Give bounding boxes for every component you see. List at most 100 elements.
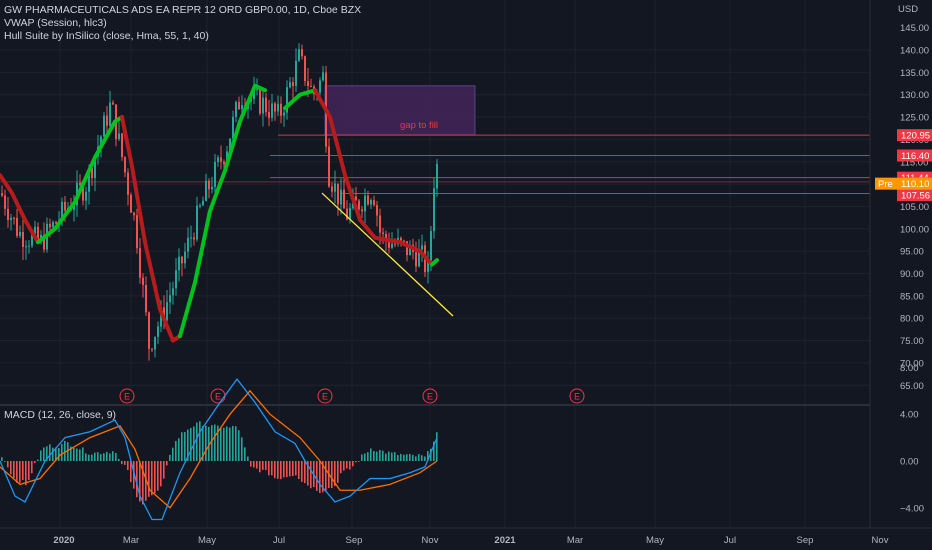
macd-bar xyxy=(352,461,354,467)
candle-body xyxy=(103,115,105,137)
hull-legend[interactable]: Hull Suite by InSilico (close, Hma, 55, … xyxy=(4,30,209,42)
candle-body xyxy=(229,138,231,152)
candle-body xyxy=(211,186,213,190)
vwap-legend[interactable]: VWAP (Session, hlc3) xyxy=(4,17,107,29)
macd-axis-labels: 8.004.000.00−4.00−8.00 xyxy=(900,363,924,514)
candle-body xyxy=(433,188,435,232)
hull-segment xyxy=(0,173,40,245)
price-axis-label: 140.00 xyxy=(900,46,929,57)
macd-bar xyxy=(253,461,255,468)
macd-bar xyxy=(400,453,402,461)
macd-bar xyxy=(403,454,405,461)
hull-suite-line xyxy=(0,83,439,343)
macd-bar xyxy=(115,453,117,461)
candle-body xyxy=(184,251,186,264)
candle-body xyxy=(175,270,177,289)
candle-body xyxy=(130,194,132,213)
price-axis-label: 75.00 xyxy=(900,336,924,347)
macd-bar xyxy=(43,447,45,461)
time-axis[interactable]: 2020 Mar May Jul Sep Nov 2021 Mar May Jul Sep Nov xyxy=(53,535,888,546)
macd-bar xyxy=(31,461,33,474)
time-axis-label: Mar xyxy=(123,535,139,546)
macd-bar xyxy=(337,461,339,483)
macd-bar xyxy=(61,443,63,461)
macd-bar xyxy=(154,461,156,494)
macd-bar xyxy=(244,447,246,461)
hull-segment xyxy=(120,115,182,343)
candle-body xyxy=(280,103,282,116)
candle-body xyxy=(160,307,162,327)
macd-bar xyxy=(322,461,324,493)
macd-bar xyxy=(394,452,396,461)
macd-bar xyxy=(235,426,237,461)
price-tag-label: 120.95 xyxy=(901,131,930,142)
macd-axis-label: 0.00 xyxy=(900,457,919,468)
macd-bar xyxy=(118,458,120,461)
macd-bar xyxy=(82,447,84,461)
pre-market-value: 110.10 xyxy=(901,179,929,190)
macd-bar xyxy=(385,453,387,461)
macd-bar xyxy=(295,461,297,476)
price-axis-label: 80.00 xyxy=(900,314,924,325)
macd-bar xyxy=(160,461,162,487)
macd-bar xyxy=(211,425,213,461)
macd-bar xyxy=(268,461,270,476)
trend-line[interactable] xyxy=(321,192,454,317)
earnings-marker-label: E xyxy=(124,392,130,402)
candle-body xyxy=(4,195,6,209)
candle-body xyxy=(334,183,336,192)
gap-zone[interactable] xyxy=(324,85,476,136)
hull-segment xyxy=(283,88,317,111)
gap-annotation[interactable]: gap to fill xyxy=(400,120,438,131)
macd-bar xyxy=(223,427,225,461)
macd-bar xyxy=(409,453,411,461)
candle-body xyxy=(298,49,300,61)
candle-body xyxy=(106,115,108,126)
symbol-legend[interactable]: GW PHARMACEUTICALS ADS EA REPR 12 ORD GB… xyxy=(4,4,362,16)
macd-bar xyxy=(397,454,399,461)
candle-body xyxy=(25,246,27,248)
candle-body xyxy=(418,249,420,267)
candle-body xyxy=(199,205,201,207)
macd-axis-label: 4.00 xyxy=(900,410,919,421)
candle-body xyxy=(166,302,168,321)
time-axis-label: Mar xyxy=(567,535,583,546)
hull-segment xyxy=(178,83,267,339)
currency-label: USD xyxy=(898,4,918,15)
macd-bar xyxy=(427,451,429,461)
candle-body xyxy=(421,245,423,250)
macd-bar xyxy=(391,452,393,461)
time-axis-label: Jul xyxy=(273,535,285,546)
macd-bar xyxy=(406,454,408,461)
horizontal-levels[interactable] xyxy=(0,134,870,194)
macd-bar xyxy=(319,461,321,493)
macd-bar xyxy=(217,425,219,461)
candle-body xyxy=(94,156,96,179)
candle-body xyxy=(73,205,75,210)
candle-body xyxy=(310,86,312,88)
candle-body xyxy=(100,136,102,147)
macd-legend[interactable]: MACD (12, 26, close, 9) xyxy=(4,409,117,421)
macd-bar xyxy=(52,447,54,461)
macd-bar xyxy=(256,461,258,469)
price-tag-label: 116.40 xyxy=(901,151,929,162)
price-axis-label: 90.00 xyxy=(900,269,924,280)
candle-body xyxy=(256,89,258,91)
candle-body xyxy=(10,217,12,220)
macd-bar xyxy=(202,426,204,461)
macd-bar xyxy=(226,426,228,461)
macd-bar xyxy=(412,454,414,461)
macd-bar xyxy=(274,461,276,479)
macd-bar xyxy=(139,461,141,502)
time-axis-label: Jul xyxy=(724,535,736,546)
price-axis[interactable] xyxy=(870,0,932,550)
earnings-marker-circle xyxy=(317,388,333,404)
time-axis-label: Sep xyxy=(346,535,363,546)
candle-body xyxy=(253,89,255,99)
pre-market-prefix: Pre xyxy=(878,179,893,190)
earnings-marker: E xyxy=(317,388,333,404)
macd-bar xyxy=(109,453,111,461)
candle-body xyxy=(364,195,366,212)
